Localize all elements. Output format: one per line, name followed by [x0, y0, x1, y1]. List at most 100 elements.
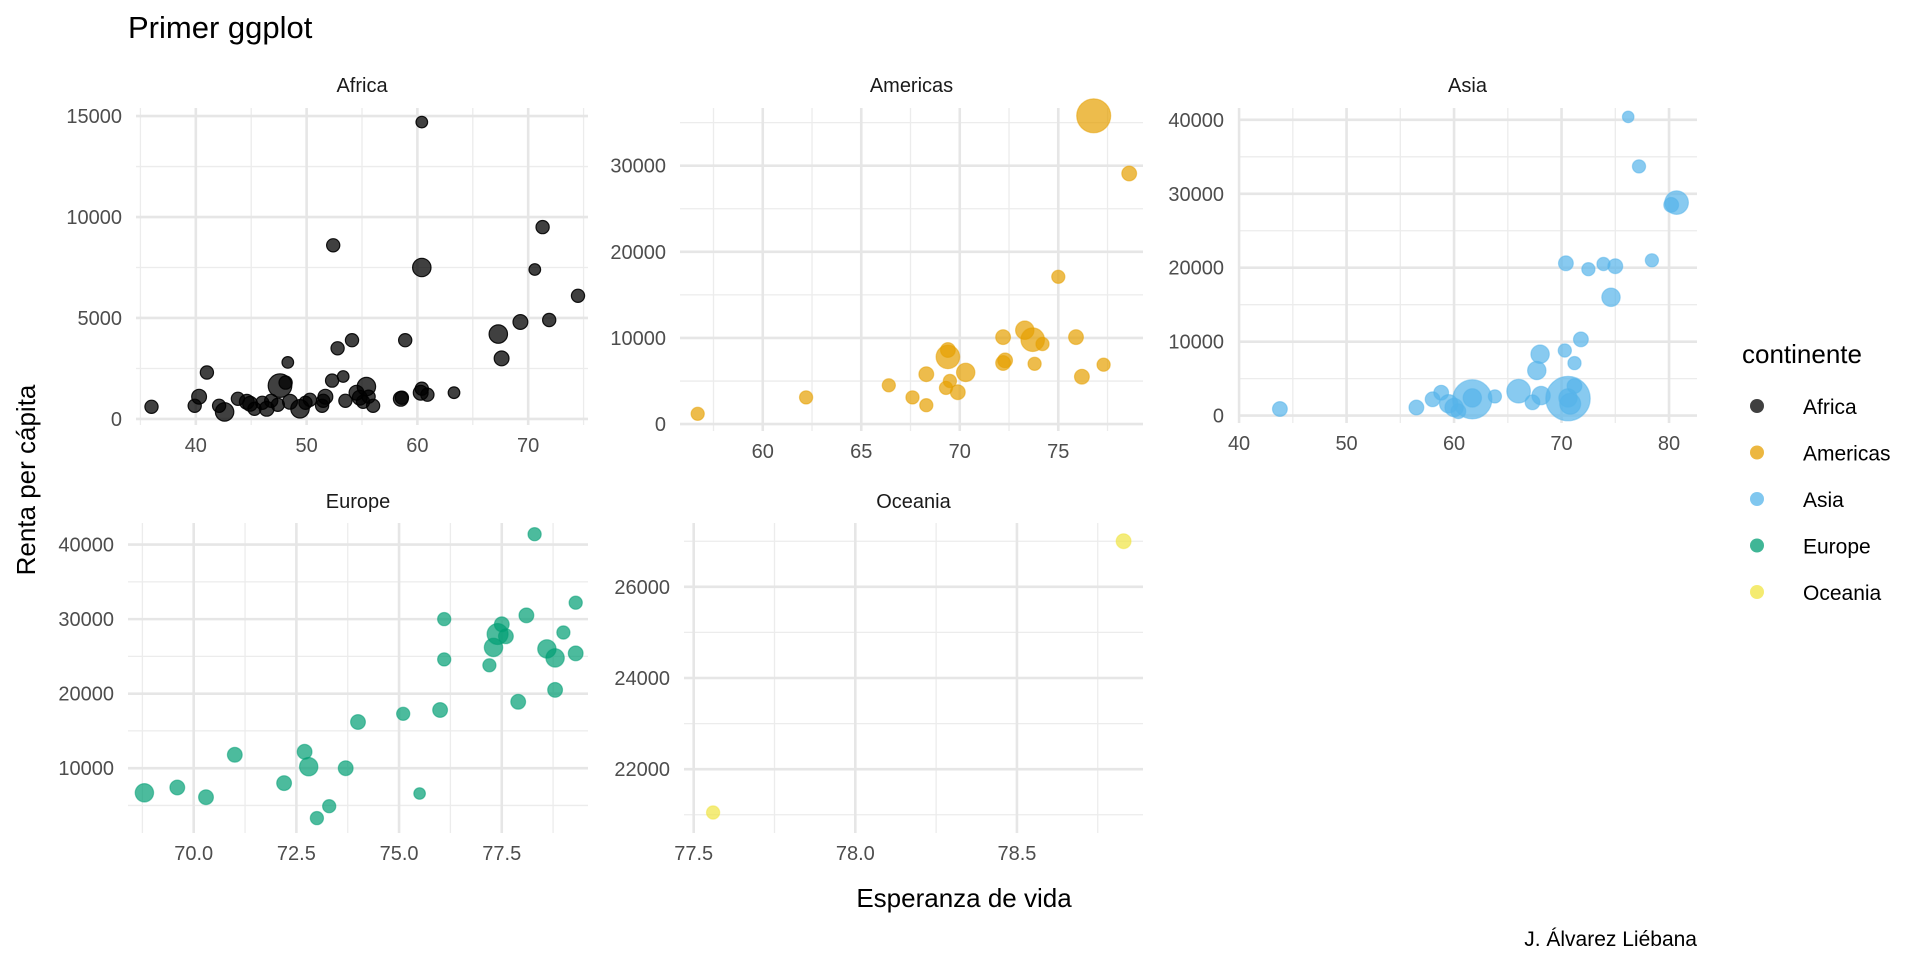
data-point: [324, 373, 340, 388]
legend: continente Africa Americas Asia Europe Ocean…: [1742, 339, 1891, 605]
data-point: [1096, 357, 1111, 372]
facet-strip-label: Europe: [326, 491, 391, 513]
data-point: [1581, 262, 1596, 277]
data-point: [497, 628, 514, 645]
data-point: [191, 388, 208, 405]
data-point: [482, 658, 497, 673]
data-point: [556, 625, 571, 640]
legend-label: Oceania: [1803, 582, 1882, 605]
legend-label: Americas: [1803, 443, 1891, 466]
data-point: [309, 810, 325, 826]
data-point: [545, 648, 565, 668]
legend-key-europe: [1750, 538, 1764, 553]
x-tick-label: 50: [1335, 433, 1357, 455]
x-tick-label: 80: [1658, 433, 1680, 455]
y-tick-label: 0: [655, 414, 666, 436]
data-point: [1051, 269, 1066, 284]
data-point: [919, 398, 934, 413]
y-tick-label: 0: [1213, 406, 1224, 428]
data-point: [1631, 159, 1647, 174]
facet-panel-africa: Africa 40 50 60 70 0 5000 10000 15000: [66, 75, 588, 457]
data-point: [214, 402, 235, 422]
data-point: [420, 387, 435, 402]
data-point: [527, 527, 542, 542]
data-point: [1527, 360, 1547, 381]
legend-label: Africa: [1803, 396, 1857, 419]
y-tick-label: 20000: [58, 684, 114, 706]
legend-key-asia: [1750, 492, 1764, 506]
legend-label: Asia: [1803, 489, 1844, 512]
data-point: [134, 782, 155, 803]
data-point: [276, 775, 293, 792]
data-point: [1567, 355, 1582, 371]
x-tick-label: 78.5: [997, 843, 1036, 865]
data-point: [1487, 389, 1503, 404]
data-point: [398, 333, 413, 348]
y-tick-label: 10000: [58, 758, 114, 780]
data-point: [413, 787, 427, 800]
x-tick-label: 65: [850, 441, 872, 463]
legend-key-oceania: [1750, 585, 1764, 599]
x-tick-label: 77.5: [482, 843, 521, 865]
data-point: [942, 373, 958, 389]
data-point: [298, 756, 319, 777]
data-point: [338, 393, 353, 408]
data-point: [281, 356, 295, 369]
y-tick-label: 20000: [610, 242, 666, 264]
data-point: [949, 384, 966, 401]
data-point: [394, 390, 410, 405]
data-point: [365, 398, 381, 413]
data-point: [169, 779, 186, 796]
data-point: [1664, 190, 1689, 216]
data-point: [1076, 98, 1112, 134]
data-point: [488, 324, 509, 344]
x-tick-label: 70.0: [174, 843, 213, 865]
data-point: [1115, 533, 1132, 550]
data-point: [198, 789, 215, 806]
x-tick-label: 40: [1228, 433, 1250, 455]
x-tick-label: 70: [517, 435, 539, 457]
legend-title: continente: [1742, 339, 1862, 369]
data-point: [447, 386, 461, 400]
data-point: [1067, 329, 1084, 346]
data-point: [1027, 356, 1042, 371]
data-point: [690, 406, 705, 421]
y-tick-label: 30000: [610, 156, 666, 178]
data-point: [1621, 110, 1635, 124]
data-point: [518, 607, 535, 624]
y-tick-label: 20000: [1168, 258, 1224, 280]
data-point: [396, 706, 411, 722]
data-point: [1271, 401, 1288, 418]
data-point: [1530, 344, 1550, 364]
data-point: [705, 805, 721, 820]
y-tick-label: 26000: [614, 577, 670, 599]
x-tick-label: 50: [295, 435, 317, 457]
y-tick-label: 10000: [610, 328, 666, 350]
data-point: [1644, 253, 1660, 268]
data-point: [1559, 392, 1582, 415]
x-tick-label: 40: [185, 435, 207, 457]
chart-title: Primer ggplot: [128, 10, 313, 45]
y-tick-label: 30000: [58, 609, 114, 631]
data-point: [199, 365, 215, 380]
data-point: [1607, 258, 1624, 275]
data-point: [302, 392, 318, 407]
facet-panel-asia: Asia 40 50 60 70 80 0 10000 20000 30000 40000: [1168, 75, 1697, 455]
x-tick-label: 75: [1047, 441, 1069, 463]
data-point: [278, 375, 293, 390]
facet-strip-label: Africa: [336, 75, 388, 97]
data-point: [1566, 378, 1583, 395]
x-tick-label: 70: [949, 441, 971, 463]
data-point: [905, 390, 920, 405]
y-tick-label: 40000: [58, 535, 114, 557]
y-tick-label: 30000: [1168, 184, 1224, 206]
data-point: [415, 115, 429, 129]
data-point: [918, 366, 935, 383]
data-point: [798, 390, 814, 405]
legend-key-africa: [1750, 399, 1764, 413]
data-point: [542, 312, 557, 328]
facet-strip-label: Asia: [1448, 75, 1488, 97]
data-point: [570, 288, 586, 303]
x-tick-label: 77.5: [674, 843, 713, 865]
